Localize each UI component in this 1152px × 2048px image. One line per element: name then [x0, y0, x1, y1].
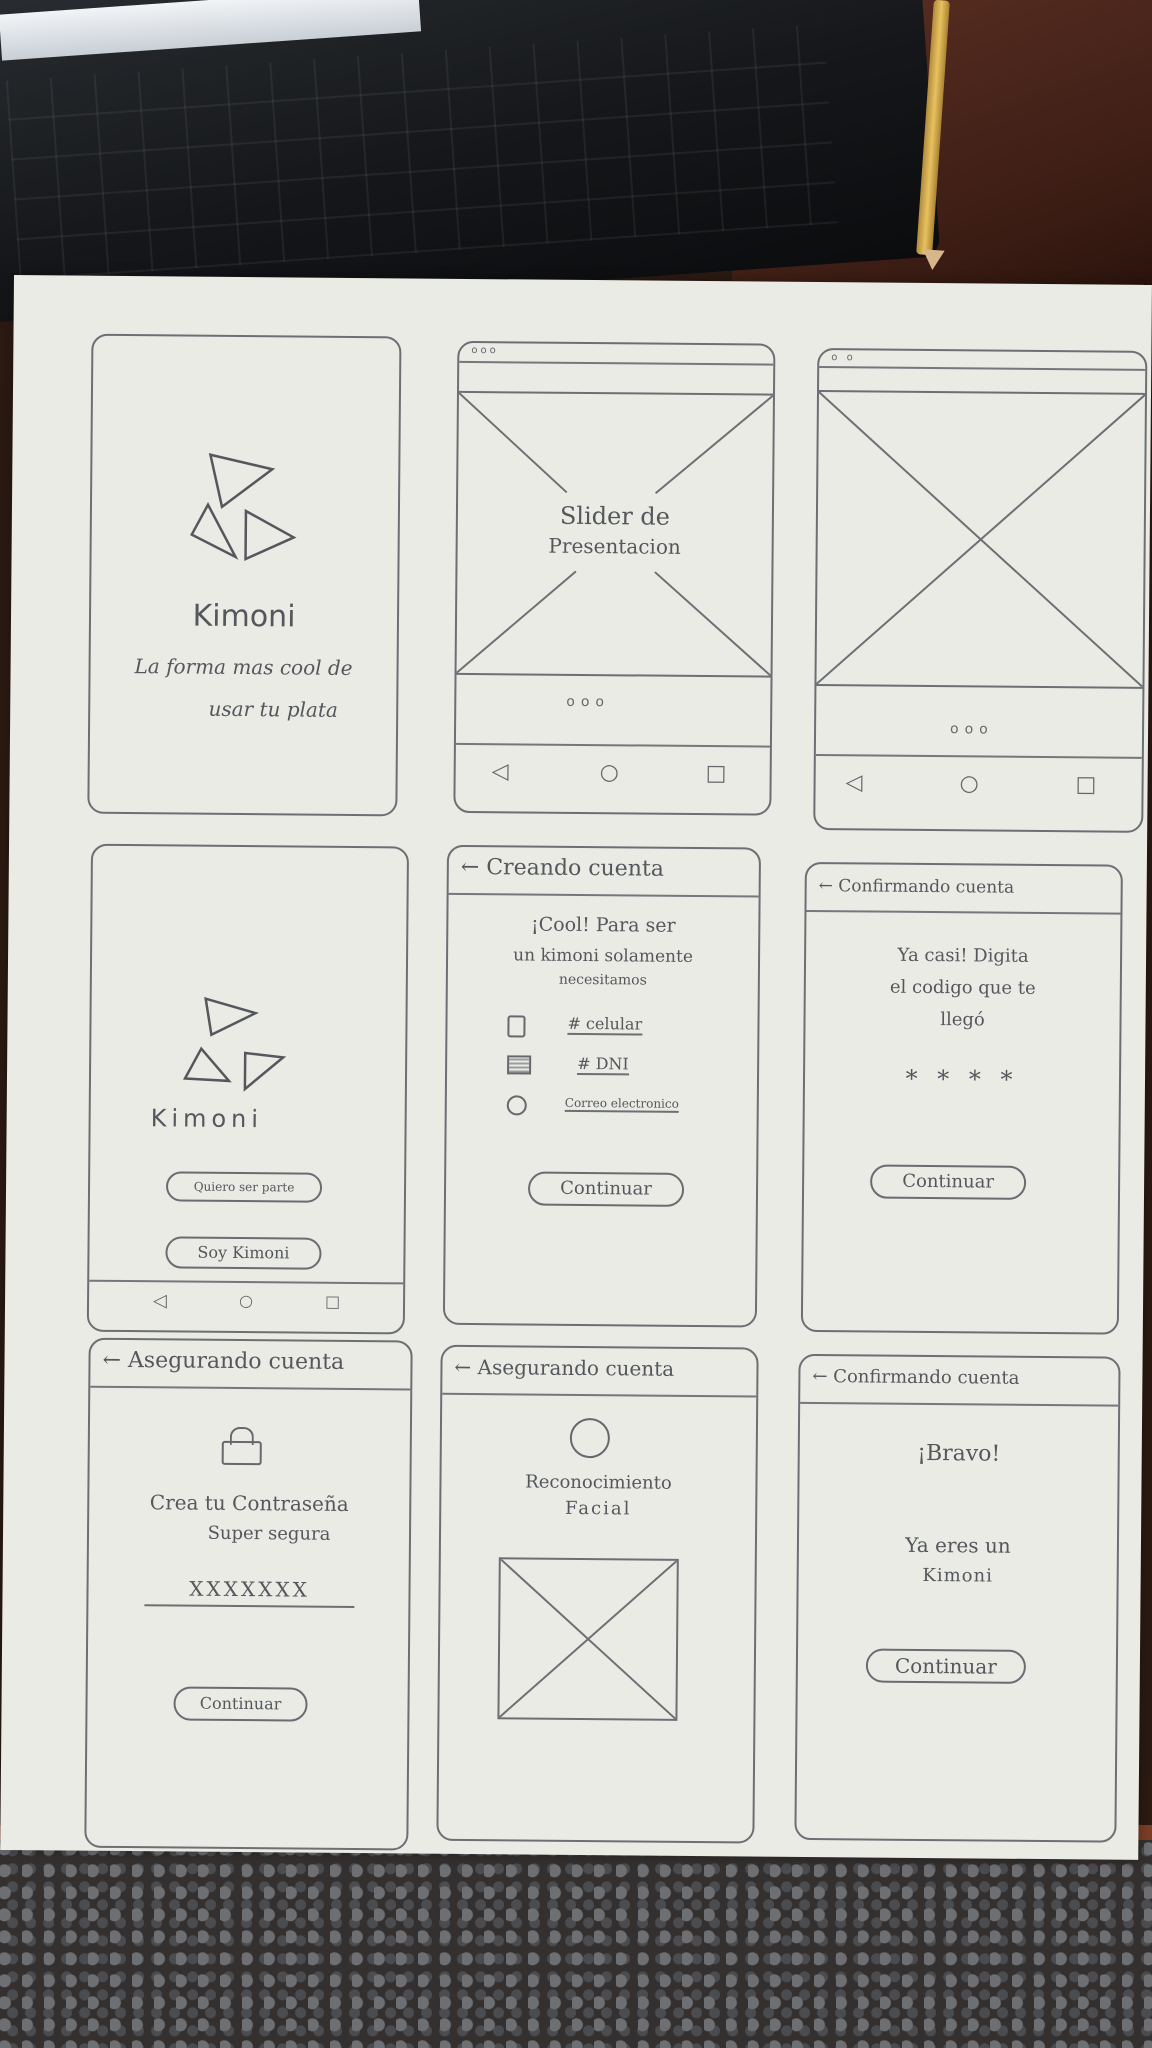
id-card-icon: [507, 1055, 532, 1075]
android-nav-bar: ◁ ○ □: [455, 742, 770, 814]
home-icon[interactable]: ○: [599, 760, 619, 786]
recent-apps-icon[interactable]: □: [1075, 772, 1097, 798]
option-label: # DNI: [577, 1053, 629, 1076]
back-icon[interactable]: ◁: [491, 759, 509, 785]
continue-button[interactable]: Continuar: [173, 1686, 308, 1722]
slider-label-line1: Slider de: [559, 501, 671, 531]
message-line1: Crea tu Contraseña: [149, 1490, 349, 1516]
message-line1: ¡Bravo!: [917, 1440, 1001, 1467]
phone-icon: [507, 1015, 526, 1038]
message-line1: Reconocimiento: [525, 1471, 672, 1494]
password-input[interactable]: XXXXXXX: [144, 1576, 355, 1609]
message-line3: necesitamos: [558, 971, 647, 989]
slider-image-placeholder[interactable]: [816, 390, 1146, 689]
option-phone[interactable]: # celular: [507, 1013, 727, 1041]
tagline-line2: usar tu plata: [208, 696, 338, 722]
recent-apps-icon[interactable]: □: [324, 1291, 341, 1311]
screen-slider-1: ooo Slider de Presentacion ooo ◁ ○ □: [453, 340, 776, 816]
message-line2: un kimoni solamente: [513, 945, 694, 967]
message-line3: llegó: [940, 1009, 985, 1031]
option-id[interactable]: # DNI: [507, 1053, 727, 1081]
wireframe-sheet: Kimoni La forma mas cool de usar tu plat…: [0, 275, 1152, 1860]
status-bar-line: [459, 360, 774, 366]
screen-password: ← Asegurando cuenta Crea tu Contraseña S…: [84, 1337, 413, 1851]
home-icon[interactable]: ○: [238, 1291, 254, 1311]
camera-preview-placeholder: [497, 1557, 679, 1721]
screen-splash: Kimoni La forma mas cool de usar tu plat…: [87, 333, 402, 817]
pager-dots[interactable]: ooo: [566, 693, 611, 711]
option-email[interactable]: Correo electronico: [506, 1093, 747, 1121]
pager-dots[interactable]: ooo: [950, 721, 994, 738]
blanket: [0, 1840, 1152, 2048]
verification-code-input[interactable]: * * * *: [905, 1064, 1019, 1094]
status-dots: o o: [831, 352, 856, 364]
screen-welcome: Kimoni Quiero ser parte Soy Kimoni ◁ ○ □: [86, 843, 410, 1335]
status-dots: ooo: [471, 344, 499, 357]
screen-face-id: ← Asegurando cuenta Reconocimiento Facia…: [436, 1344, 759, 1844]
message-line2: el codigo que te: [889, 976, 1036, 999]
app-header: ← Asegurando cuenta: [442, 1346, 757, 1398]
app-header: ← Confirmando cuenta: [800, 1355, 1119, 1407]
continue-button[interactable]: Continuar: [869, 1164, 1027, 1200]
screen-slider-2: o o ooo ◁ ○ □: [813, 348, 1148, 833]
screen-create-account: ← Creando cuenta ¡Cool! Para ser un kimo…: [442, 844, 762, 1328]
header-title[interactable]: ← Asegurando cuenta: [102, 1347, 345, 1375]
app-header: ← Creando cuenta: [448, 846, 760, 898]
message-line1: ¡Cool! Para ser: [530, 913, 676, 937]
logo-icon: [182, 996, 287, 1092]
continue-button[interactable]: Continuar: [865, 1648, 1027, 1684]
email-icon: [506, 1095, 527, 1116]
message-line2: Ya eres un: [905, 1532, 1011, 1558]
logo-icon: [190, 453, 297, 561]
header-title[interactable]: ← Confirmando cuenta: [812, 1366, 1020, 1389]
face-scan-icon: [569, 1417, 611, 1459]
header-title[interactable]: ← Creando cuenta: [460, 854, 664, 882]
app-header: ← Confirmando cuenta: [806, 863, 1121, 915]
message-line2: Super segura: [207, 1522, 331, 1545]
slider-image-placeholder[interactable]: [456, 390, 773, 678]
continue-button[interactable]: Continuar: [527, 1171, 685, 1207]
status-bar-line: [819, 366, 1146, 371]
message-line3: Kimoni: [922, 1564, 994, 1587]
android-nav-bar: ◁ ○ □: [815, 754, 1142, 831]
brand-name: Kimoni: [150, 1104, 264, 1134]
option-label: Correo electronico: [564, 1095, 679, 1113]
recent-apps-icon[interactable]: □: [705, 761, 727, 787]
login-button[interactable]: Soy Kimoni: [165, 1236, 322, 1270]
screen-done: ← Confirmando cuenta ¡Bravo! Ya eres un …: [794, 1353, 1121, 1843]
app-header: ← Asegurando cuenta: [90, 1339, 411, 1391]
home-icon[interactable]: ○: [959, 771, 979, 797]
join-button[interactable]: Quiero ser parte: [165, 1171, 323, 1203]
android-nav-bar: ◁ ○ □: [88, 1279, 404, 1333]
message-line1: Ya casi! Digita: [897, 944, 1029, 967]
message-line2: Facial: [564, 1497, 632, 1520]
back-icon[interactable]: ◁: [152, 1290, 167, 1312]
option-label: # celular: [567, 1013, 643, 1036]
screen-confirm-code: ← Confirmando cuenta Ya casi! Digita el …: [800, 861, 1123, 1335]
header-title[interactable]: ← Confirmando cuenta: [818, 876, 1015, 898]
back-icon[interactable]: ◁: [845, 770, 863, 796]
slider-label-line2: Presentacion: [548, 533, 681, 559]
lock-icon: [221, 1426, 262, 1466]
brand-name: Kimoni: [192, 598, 296, 635]
pencil-tip: [921, 249, 945, 271]
tagline-line1: La forma mas cool de: [134, 654, 353, 680]
keyboard: [5, 23, 838, 281]
header-title[interactable]: ← Asegurando cuenta: [454, 1354, 675, 1381]
